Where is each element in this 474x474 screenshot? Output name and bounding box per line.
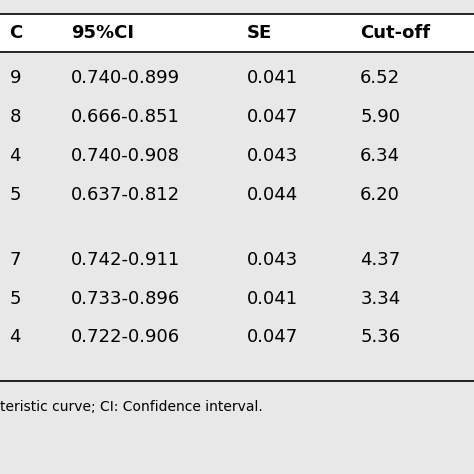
Text: 0.043: 0.043: [246, 147, 298, 165]
Text: 0.722-0.906: 0.722-0.906: [71, 328, 180, 346]
Text: 4: 4: [9, 328, 21, 346]
Text: 8: 8: [9, 108, 21, 126]
Text: 0.043: 0.043: [246, 251, 298, 269]
Text: teristic curve; CI: Confidence interval.: teristic curve; CI: Confidence interval.: [0, 400, 263, 414]
Text: 0.666-0.851: 0.666-0.851: [71, 108, 180, 126]
Text: 0.047: 0.047: [246, 328, 298, 346]
Text: SE: SE: [246, 24, 272, 42]
Text: 5: 5: [9, 290, 21, 308]
Text: 0.740-0.908: 0.740-0.908: [71, 147, 180, 165]
Text: 5: 5: [9, 186, 21, 204]
Text: 0.733-0.896: 0.733-0.896: [71, 290, 180, 308]
Text: 0.041: 0.041: [246, 290, 298, 308]
Text: 7: 7: [9, 251, 21, 269]
Text: 9: 9: [9, 69, 21, 87]
Text: 5.90: 5.90: [360, 108, 400, 126]
Text: 5.36: 5.36: [360, 328, 401, 346]
Text: 95%CI: 95%CI: [71, 24, 134, 42]
Text: 0.047: 0.047: [246, 108, 298, 126]
Text: 0.742-0.911: 0.742-0.911: [71, 251, 180, 269]
Text: 4.37: 4.37: [360, 251, 401, 269]
Text: 0.740-0.899: 0.740-0.899: [71, 69, 180, 87]
Text: 0.044: 0.044: [246, 186, 298, 204]
Bar: [0, 14, 474, 52]
Text: 0.637-0.812: 0.637-0.812: [71, 186, 180, 204]
Text: 4: 4: [9, 147, 21, 165]
Text: 6.34: 6.34: [360, 147, 401, 165]
Text: 6.20: 6.20: [360, 186, 400, 204]
Text: C: C: [9, 24, 23, 42]
Text: 3.34: 3.34: [360, 290, 401, 308]
Text: 6.52: 6.52: [360, 69, 401, 87]
Text: Cut-off: Cut-off: [360, 24, 430, 42]
Text: 0.041: 0.041: [246, 69, 298, 87]
